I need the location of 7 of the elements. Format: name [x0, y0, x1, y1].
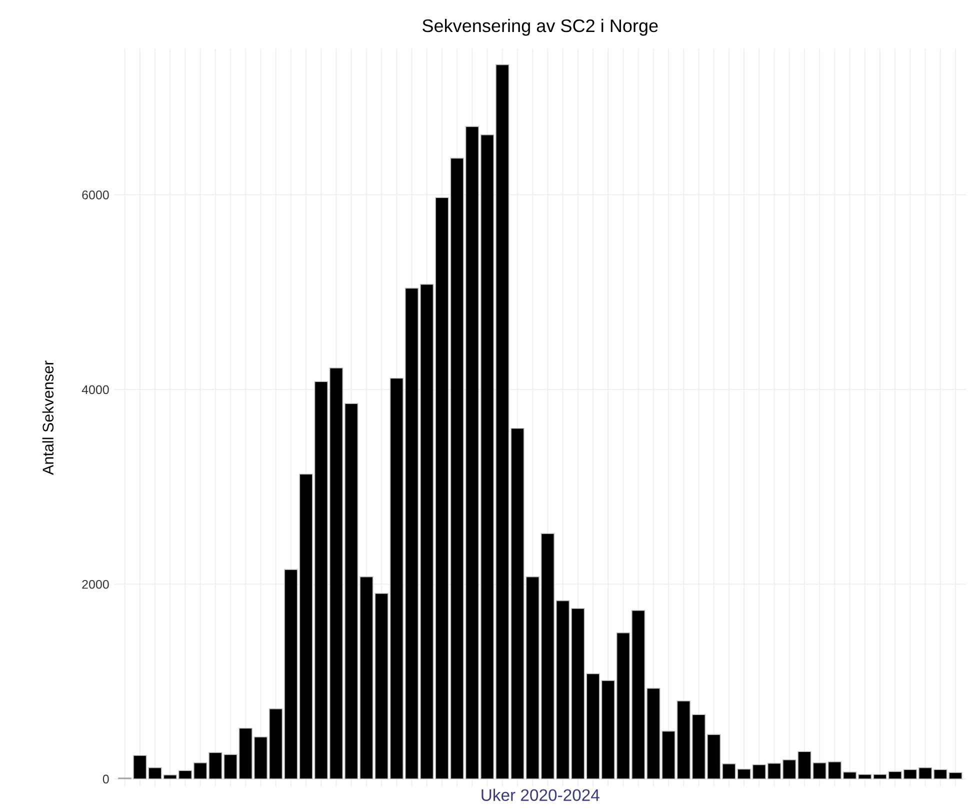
- y-tick-label: 6000: [82, 190, 109, 200]
- y-tick-label: 4000: [82, 385, 109, 394]
- y-axis-title: Antall Sekvenser: [42, 360, 54, 475]
- y-tick-label: 2000: [82, 580, 109, 589]
- x-axis-title: Uker 2020-2024: [482, 788, 600, 801]
- y-tick-label: 0: [102, 774, 109, 784]
- chart-title: Sekvensering av SC2 i Norge: [422, 18, 658, 36]
